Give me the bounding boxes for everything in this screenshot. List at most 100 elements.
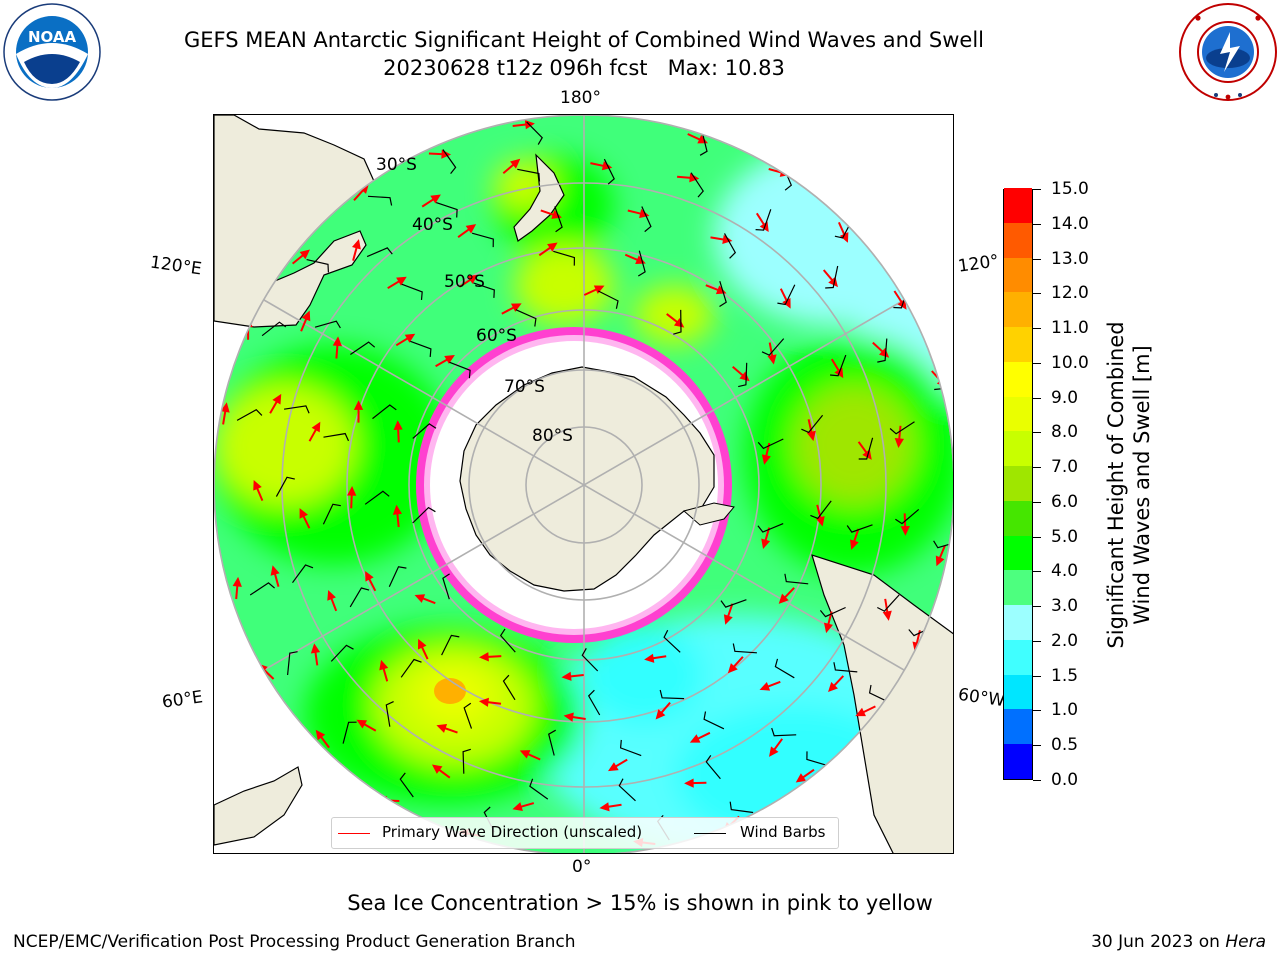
- wind-barb: [261, 321, 287, 337]
- colorbar-segment: [1004, 535, 1032, 571]
- wind-barb: [442, 573, 450, 600]
- wave-direction-arrowhead: [379, 659, 389, 671]
- wave-direction-arrowhead: [684, 778, 694, 788]
- lat-label-80s: 80°S: [532, 426, 573, 446]
- wave-direction-arrowhead: [232, 576, 242, 587]
- wave-direction-arrowhead: [332, 336, 343, 347]
- wave-direction-arrowhead: [759, 682, 771, 691]
- wave-direction-arrowhead: [593, 285, 605, 294]
- colorbar-segment: [1004, 222, 1032, 258]
- colorbar-tick-label: 13.0: [1051, 248, 1089, 269]
- colorbar-tick: [1033, 362, 1041, 364]
- wave-direction-arrowhead: [253, 479, 262, 491]
- wind-barb: [323, 432, 350, 442]
- wind-barb: [342, 721, 357, 744]
- wind-barb: [868, 684, 890, 703]
- lat-label-30s: 30°S: [376, 155, 417, 175]
- lat-label-40s: 40°S: [412, 215, 453, 235]
- colorbar-title: Significant Height of Combined Wind Wave…: [1103, 321, 1155, 648]
- wind-barb: [385, 701, 394, 727]
- wind-barb: [774, 658, 795, 679]
- colorbar-tick: [1033, 467, 1041, 469]
- wind-barb: [806, 751, 829, 767]
- wave-direction-arrowhead: [356, 719, 368, 729]
- wind-barb: [462, 748, 471, 774]
- wave-direction-arrowhead: [299, 249, 310, 260]
- wind-barb: [673, 309, 682, 335]
- wave-direction-arrowhead: [396, 276, 407, 286]
- wave-direction-arrowhead: [510, 158, 521, 169]
- colorbar-tick: [1033, 223, 1041, 225]
- colorbar-tick-label: 6.0: [1051, 491, 1079, 512]
- wind-barbs: [236, 121, 953, 841]
- legend-wind-barbs-swatch: [694, 833, 726, 834]
- wave-height-field: [214, 115, 953, 853]
- wind-barb: [463, 702, 473, 729]
- wind-barb: [322, 503, 341, 525]
- wave-direction-arrowhead: [761, 538, 771, 550]
- colorbar-tick: [1033, 780, 1041, 781]
- wind-barb: [619, 739, 642, 757]
- wind-barb: [306, 259, 329, 273]
- colorbar-tick: [1033, 189, 1041, 190]
- wave-direction-arrowhead: [404, 333, 416, 343]
- wave-direction-arrowhead: [882, 610, 892, 621]
- wind-barb: [350, 341, 376, 355]
- lon-label-60w: 60°W: [956, 684, 1007, 712]
- wave-direction-arrowhead: [377, 795, 387, 806]
- colorbar-tick: [1033, 571, 1041, 573]
- noaa-logo: NOAA: [3, 3, 101, 101]
- colorbar-tick: [1033, 397, 1041, 399]
- wave-direction-arrowhead: [301, 310, 311, 322]
- wave-direction-arrowhead: [465, 224, 477, 234]
- land-corner-bottom-left: [214, 766, 303, 846]
- legend-wave-direction-label: Primary Wave Direction (unscaled): [382, 823, 643, 841]
- wave-direction-arrowhead: [220, 402, 230, 413]
- colorbar-tick: [1033, 328, 1041, 330]
- colorbar-tick: [1033, 606, 1041, 608]
- wave-direction-arrowhead: [806, 430, 816, 442]
- wave-direction-arrowhead: [417, 638, 427, 650]
- lon-label-60e: 60°E: [160, 687, 205, 713]
- wave-direction-arrowhead: [310, 643, 321, 654]
- wind-barb: [598, 290, 619, 309]
- legend-wind-barbs-label: Wind Barbs: [740, 823, 826, 841]
- wind-barb: [738, 362, 748, 388]
- colorbar-tick-label: 3.0: [1051, 596, 1079, 617]
- wind-barb: [502, 674, 516, 701]
- wind-barb: [515, 309, 537, 327]
- wave-direction-arrowhead: [392, 504, 402, 515]
- wind-barb: [548, 729, 556, 756]
- wave-direction-arrowhead: [315, 729, 326, 741]
- wave-direction-arrowhead: [547, 242, 558, 252]
- wind-barb: [364, 490, 390, 505]
- colorbar-segment: [1004, 396, 1032, 432]
- colorbar-tick-label: 5.0: [1051, 526, 1079, 547]
- wind-barb: [705, 755, 721, 780]
- wave-direction-arrowhead: [431, 764, 443, 774]
- wind-barb: [526, 121, 543, 145]
- wind-barb: [690, 172, 704, 198]
- wave-direction-arrowhead: [723, 614, 733, 625]
- wave-direction-arrowhead: [894, 437, 904, 448]
- wind-barb: [284, 405, 310, 414]
- colorbar-tick: [1033, 258, 1041, 260]
- wind-barb: [529, 778, 549, 800]
- wind-barb: [553, 250, 576, 266]
- wind-barb: [618, 778, 636, 802]
- wind-barb: [349, 587, 370, 608]
- wave-direction-arrowhead: [767, 354, 777, 365]
- noaa-logo-text: NOAA: [28, 28, 77, 46]
- lon-label-120w: 120°: [956, 251, 1001, 277]
- wind-barb: [830, 354, 847, 377]
- colorbar-tick-label: 7.0: [1051, 457, 1079, 478]
- wind-barb: [401, 283, 423, 300]
- wave-direction-arrowhead: [850, 539, 859, 550]
- wind-barb: [889, 421, 915, 435]
- wind-barb: [314, 320, 341, 329]
- wave-direction-arrowhead: [815, 516, 825, 527]
- wind-barb: [517, 168, 541, 182]
- wind-barb: [825, 265, 839, 289]
- wave-direction-arrowhead: [436, 724, 448, 733]
- colorbar-tick-label: 11.0: [1051, 318, 1089, 339]
